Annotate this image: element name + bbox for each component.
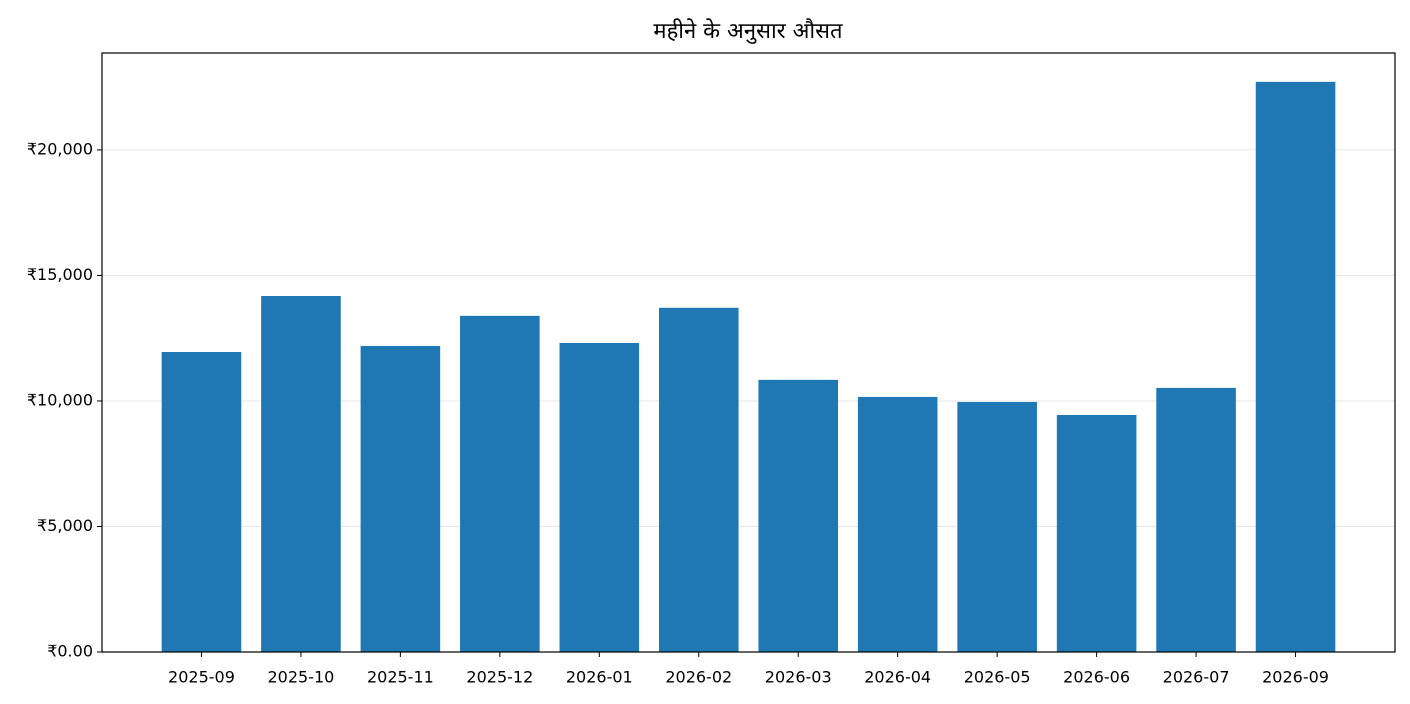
bar [957, 401, 1037, 652]
bar [1056, 415, 1137, 652]
bar [161, 351, 242, 652]
bar [658, 307, 739, 652]
x-tick-label: 2025-12 [466, 668, 533, 687]
bar [758, 379, 839, 652]
x-tick-label: 2026-01 [566, 668, 633, 687]
x-tick-label: 2026-06 [1063, 668, 1130, 687]
bar [857, 396, 938, 652]
x-tick-label: 2026-05 [964, 668, 1031, 687]
x-tick-label: 2026-07 [1163, 668, 1230, 687]
plot-frame [101, 52, 1396, 653]
y-tick-label: ₹20,000 [27, 139, 93, 158]
bar [1156, 387, 1236, 652]
chart-title: महीने के अनुसार औसत [653, 18, 843, 44]
x-tick-label: 2025-09 [168, 668, 235, 687]
x-tick-label: 2026-04 [864, 668, 931, 687]
bar [559, 342, 640, 652]
y-tick-label: ₹10,000 [27, 390, 93, 409]
x-tick-label: 2026-09 [1262, 668, 1329, 687]
x-tick-label: 2026-03 [765, 668, 832, 687]
bar [261, 296, 341, 652]
y-tick-label: ₹0.00 [47, 642, 93, 661]
x-tick-label: 2026-02 [665, 668, 732, 687]
x-tick-label: 2025-11 [367, 668, 434, 687]
bar [460, 315, 540, 652]
y-tick-label: ₹15,000 [27, 265, 93, 284]
bar [360, 345, 441, 652]
bar [1255, 81, 1336, 653]
x-tick-label: 2025-10 [267, 668, 334, 687]
y-tick-label: ₹5,000 [37, 516, 93, 535]
